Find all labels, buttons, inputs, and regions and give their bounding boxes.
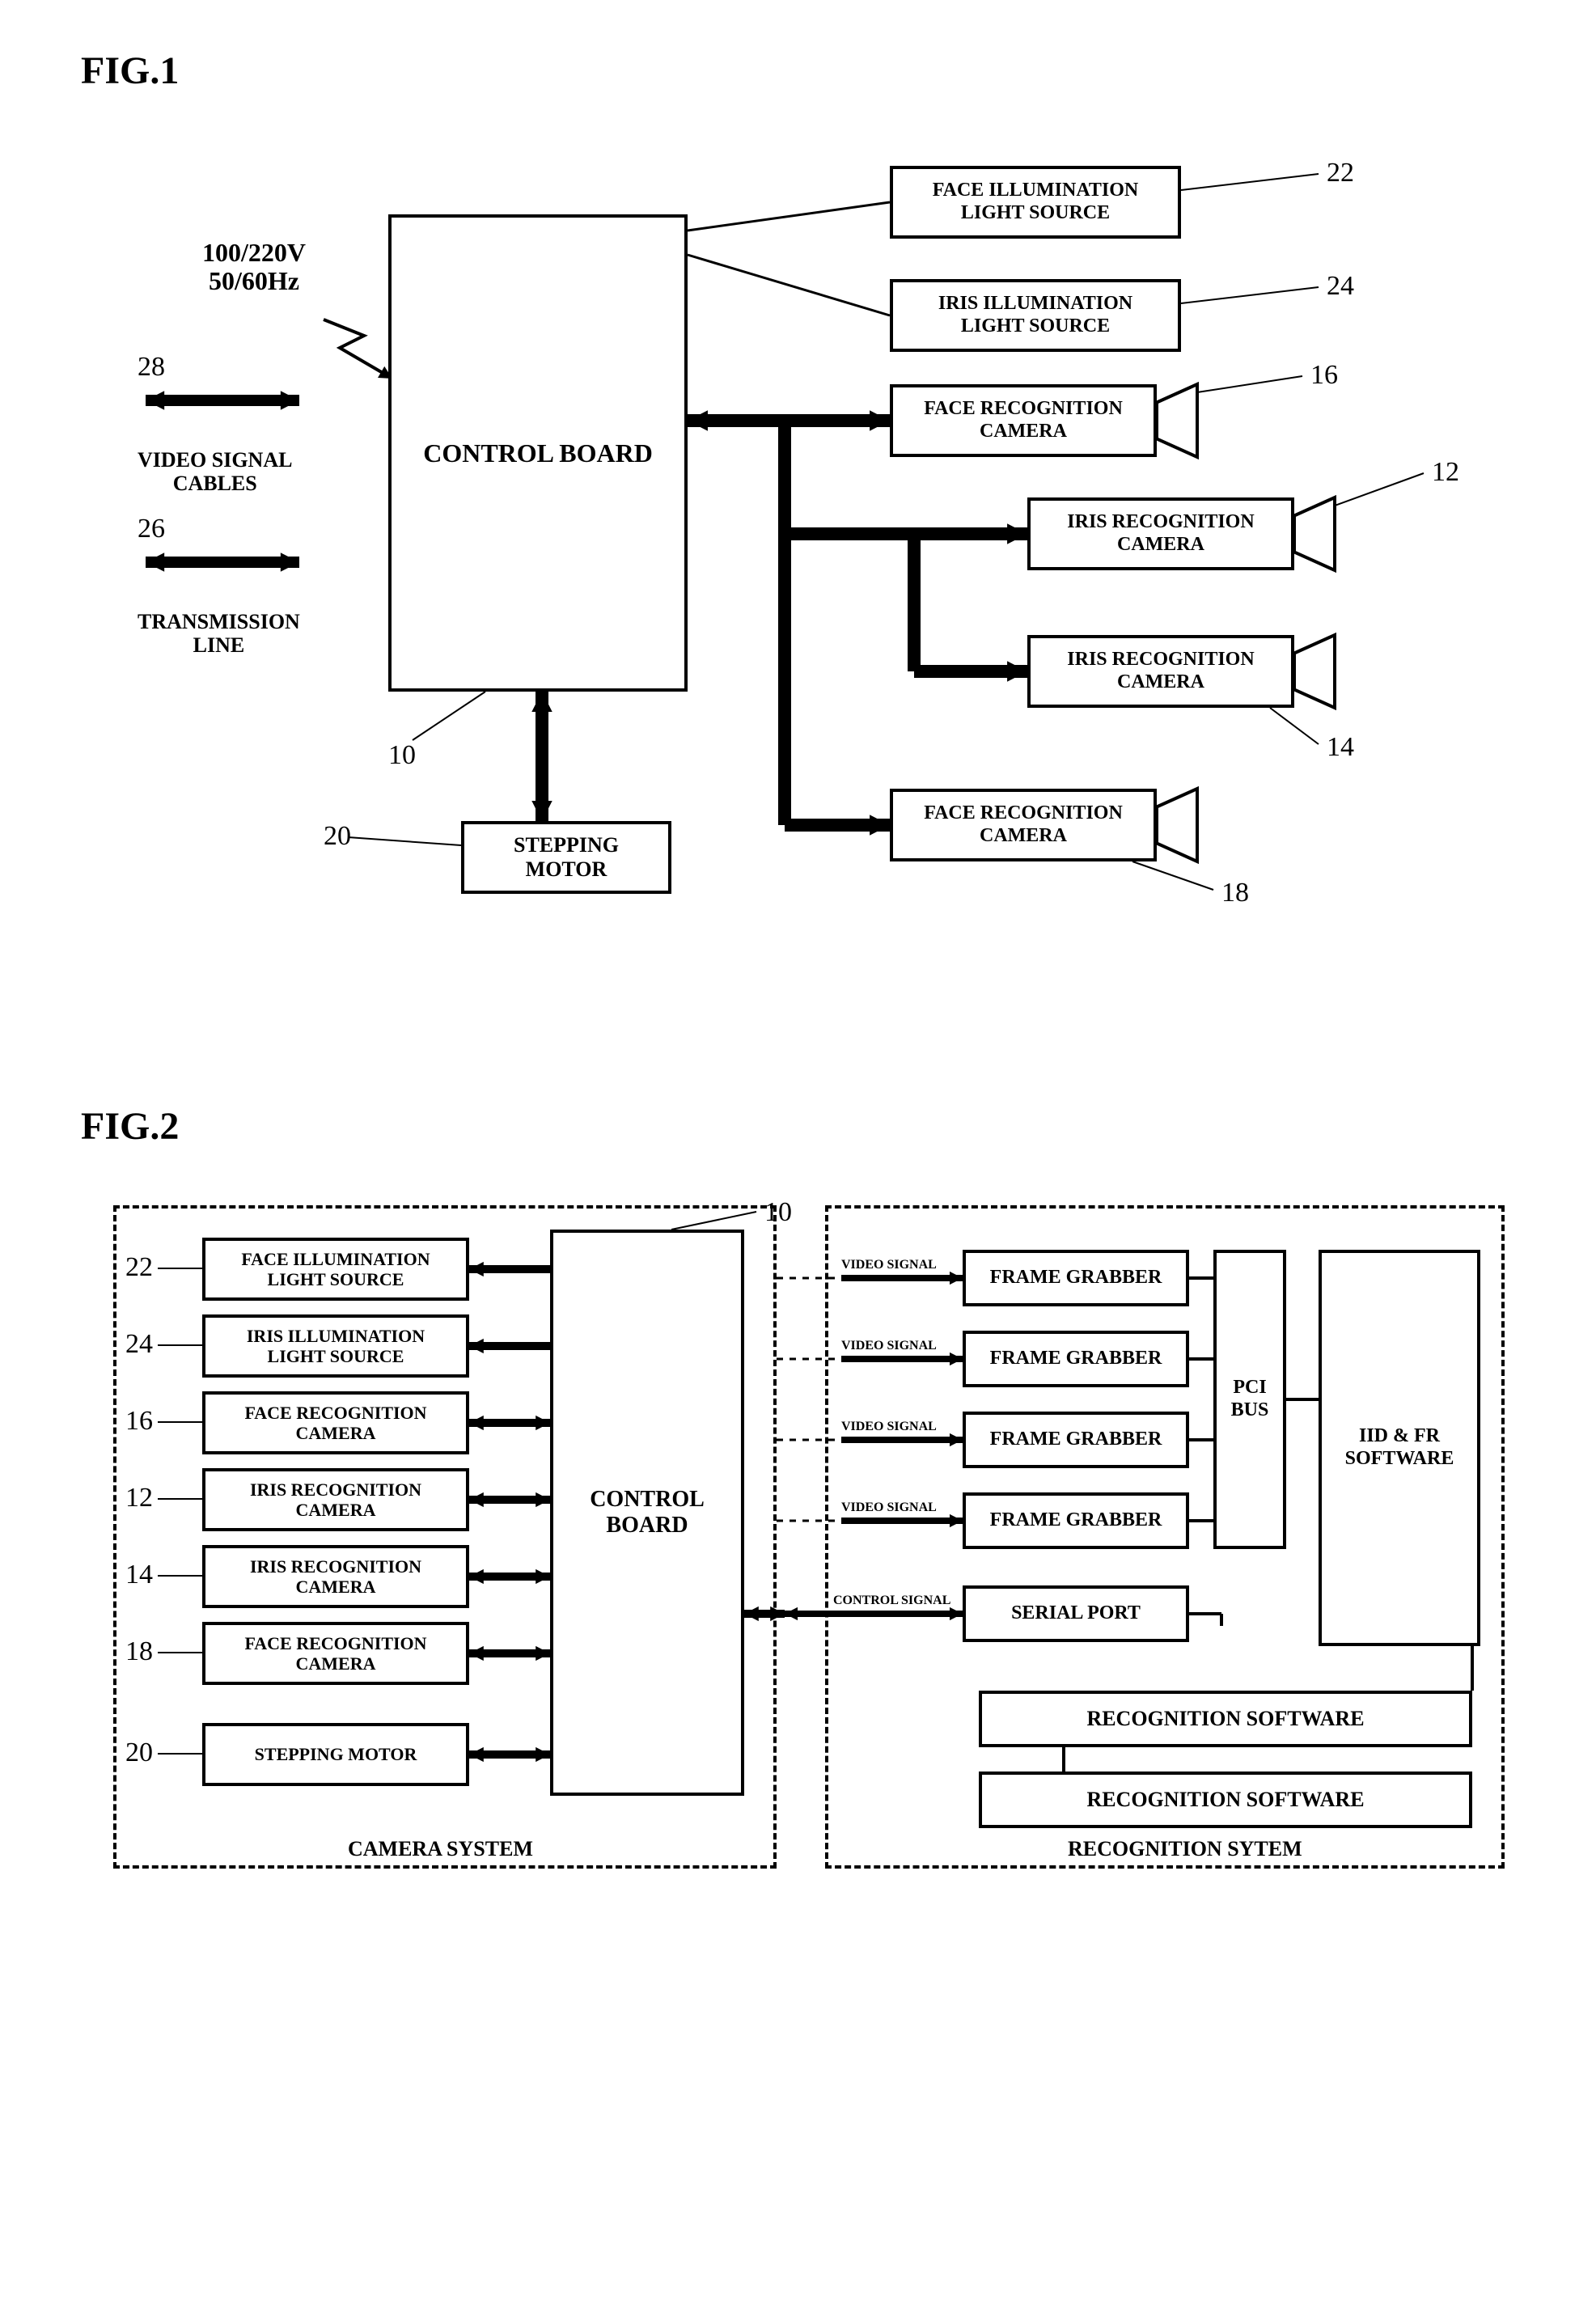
control-board: CONTROL BOARD bbox=[388, 214, 688, 692]
fig1-diagram: CONTROL BOARD 10 100/220V 50/60Hz FACE ILLU… bbox=[81, 117, 1515, 1007]
control-signal-label: CONTROL SIGNAL bbox=[833, 1594, 950, 1608]
ref-20-2: 20 bbox=[125, 1738, 153, 1768]
box-face_illum: FACE ILLUMINATION LIGHT SOURCE bbox=[890, 166, 1181, 239]
frame-grabber-1: FRAME GRABBER bbox=[963, 1331, 1189, 1387]
control-board-2: CONTROL BOARD bbox=[550, 1230, 744, 1796]
video-signal-label-2: VIDEO SIGNAL bbox=[841, 1420, 937, 1434]
frame-grabber-2: FRAME GRABBER bbox=[963, 1412, 1189, 1468]
ref-12-2: 12 bbox=[125, 1483, 153, 1513]
iid-fr-software: IID & FR SOFTWARE bbox=[1319, 1250, 1480, 1646]
left-box-5: FACE RECOGNITION CAMERA bbox=[202, 1622, 469, 1685]
box-iris_cam_1: IRIS RECOGNITION CAMERA bbox=[1027, 497, 1294, 570]
ref-14: 14 bbox=[1327, 732, 1354, 763]
camera-system-label: CAMERA SYSTEM bbox=[348, 1838, 533, 1861]
recognition-software-1: RECOGNITION SOFTWARE bbox=[979, 1772, 1472, 1828]
label-video: VIDEO SIGNAL CABLES bbox=[138, 449, 292, 495]
box-face_cam_2: FACE RECOGNITION CAMERA bbox=[890, 789, 1157, 861]
box-step_motor: STEPPING MOTOR bbox=[461, 821, 671, 894]
frame-grabber-3: FRAME GRABBER bbox=[963, 1492, 1189, 1549]
left-box-2: FACE RECOGNITION CAMERA bbox=[202, 1391, 469, 1454]
fig2-label: FIG.2 bbox=[81, 1104, 1515, 1149]
ref-18: 18 bbox=[1221, 878, 1249, 908]
fig2-diagram: CAMERA SYSTEM RECOGNITION SYTEM CONTROL BO… bbox=[81, 1173, 1515, 1901]
ref-24: 24 bbox=[1327, 271, 1354, 302]
power-label: 100/220V 50/60Hz bbox=[202, 239, 306, 295]
video-signal-label-1: VIDEO SIGNAL bbox=[841, 1339, 937, 1353]
frame-grabber-0: FRAME GRABBER bbox=[963, 1250, 1189, 1306]
fig1-label: FIG.1 bbox=[81, 49, 1515, 93]
serial-port: SERIAL PORT bbox=[963, 1585, 1189, 1642]
box-iris_illum: IRIS ILLUMINATION LIGHT SOURCE bbox=[890, 279, 1181, 352]
pci-bus: PCI BUS bbox=[1213, 1250, 1286, 1549]
box-face_cam_1: FACE RECOGNITION CAMERA bbox=[890, 384, 1157, 457]
left-box-6: STEPPING MOTOR bbox=[202, 1723, 469, 1786]
ref-14-2: 14 bbox=[125, 1560, 153, 1590]
recognition-software-0: RECOGNITION SOFTWARE bbox=[979, 1691, 1472, 1747]
box-iris_cam_2: IRIS RECOGNITION CAMERA bbox=[1027, 635, 1294, 708]
ref-20: 20 bbox=[324, 821, 351, 852]
ref-22-2: 22 bbox=[125, 1252, 153, 1283]
ref-16-2: 16 bbox=[125, 1406, 153, 1437]
ref-12: 12 bbox=[1432, 457, 1459, 488]
left-box-4: IRIS RECOGNITION CAMERA bbox=[202, 1545, 469, 1608]
ref-18-2: 18 bbox=[125, 1636, 153, 1667]
left-box-3: IRIS RECOGNITION CAMERA bbox=[202, 1468, 469, 1531]
left-box-0: FACE ILLUMINATION LIGHT SOURCE bbox=[202, 1238, 469, 1301]
label-trans: TRANSMISSION LINE bbox=[138, 611, 300, 657]
ref-22: 22 bbox=[1327, 158, 1354, 188]
left-box-1: IRIS ILLUMINATION LIGHT SOURCE bbox=[202, 1314, 469, 1378]
ref-10: 10 bbox=[388, 740, 416, 771]
recognition-system-label: RECOGNITION SYTEM bbox=[1068, 1838, 1302, 1861]
ref-10-2: 10 bbox=[764, 1197, 792, 1228]
ref-26: 26 bbox=[138, 514, 165, 544]
video-signal-label-3: VIDEO SIGNAL bbox=[841, 1501, 937, 1515]
ref-16: 16 bbox=[1310, 360, 1338, 391]
ref-24-2: 24 bbox=[125, 1329, 153, 1360]
ref-28: 28 bbox=[138, 352, 165, 383]
video-signal-label-0: VIDEO SIGNAL bbox=[841, 1258, 937, 1272]
